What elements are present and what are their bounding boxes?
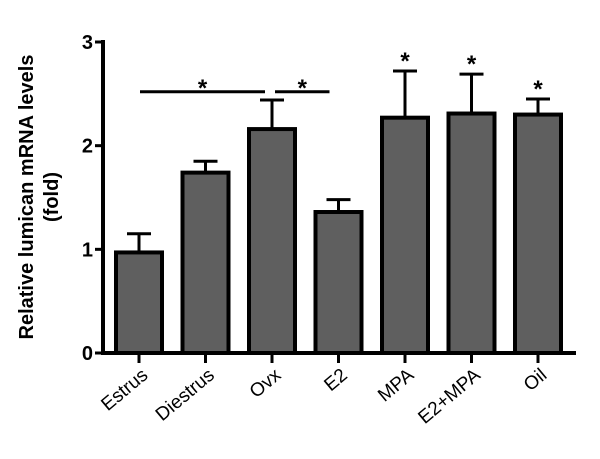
x-tick-label: E2+MPA bbox=[414, 365, 485, 429]
bar bbox=[313, 210, 364, 355]
x-tick-label: Oil bbox=[520, 365, 551, 396]
significance-star: * bbox=[198, 75, 208, 102]
y-tick-label: 3 bbox=[82, 32, 93, 54]
significance-star: * bbox=[298, 75, 308, 102]
y-tick-label: 0 bbox=[82, 343, 93, 365]
x-tick-label: E2 bbox=[320, 365, 351, 396]
bar bbox=[380, 115, 430, 355]
bars bbox=[114, 69, 563, 355]
y-axis-title: Relative lumican mRNA levels (fold) bbox=[16, 55, 63, 340]
significance-star: * bbox=[533, 76, 543, 103]
bar bbox=[114, 250, 164, 355]
bar bbox=[247, 127, 297, 355]
significance-star: * bbox=[467, 51, 477, 78]
y-axis-label-line1: Relative lumican mRNA levels bbox=[16, 55, 38, 340]
bar bbox=[180, 170, 231, 355]
x-tick-label: Diestrus bbox=[152, 365, 219, 426]
y-tick-label: 2 bbox=[82, 136, 93, 158]
bar bbox=[513, 112, 563, 355]
x-tick-label: MPA bbox=[374, 365, 418, 407]
y-axis-label-line2: (fold) bbox=[41, 172, 63, 222]
bar bbox=[446, 111, 497, 355]
x-tick-label: Ovx bbox=[246, 364, 286, 402]
x-tick-label: Estrus bbox=[97, 365, 152, 416]
annotations: * * * * * bbox=[140, 48, 543, 103]
y-tick-label: 1 bbox=[82, 239, 93, 261]
significance-star: * bbox=[400, 48, 410, 75]
